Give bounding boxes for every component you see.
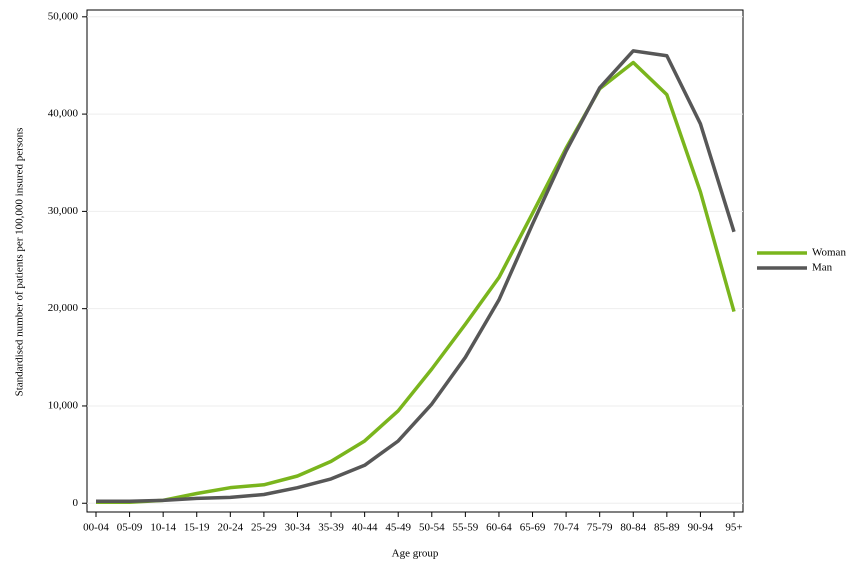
x-tick-label: 75-79 [587,522,613,534]
x-tick-label: 30-34 [285,522,311,534]
x-tick-label: 25-29 [251,522,277,534]
x-tick-label: 45-49 [385,522,411,534]
x-tick-label: 00-04 [83,522,109,534]
y-tick-label: 0 [73,497,79,509]
x-tick-label: 60-64 [486,522,512,534]
x-tick-label: 10-14 [150,522,176,534]
x-tick-label: 90-94 [688,522,714,534]
x-tick-label: 35-39 [318,522,344,534]
y-tick-label: 30,000 [48,205,79,217]
y-tick-label: 40,000 [48,108,79,120]
x-tick-label: 40-44 [352,522,378,534]
x-tick-label: 15-19 [184,522,210,534]
x-tick-label: 95+ [725,522,742,534]
x-tick-label: 05-09 [117,522,143,534]
y-tick-label: 10,000 [48,399,79,411]
line-series [96,49,736,504]
legend-label: Woman [812,247,846,259]
line-series [96,60,736,505]
x-tick-label: 80-84 [620,522,646,534]
x-tick-label: 50-54 [419,522,445,534]
x-tick-label: 55-59 [453,522,479,534]
plot-frame [86,9,744,513]
x-tick-label: 20-24 [217,522,243,534]
x-tick-label: 85-89 [654,522,680,534]
y-tick-label: 50,000 [48,10,79,22]
x-tick-label: 65-69 [520,522,546,534]
x-tick-label: 70-74 [553,522,579,534]
legend-label: Man [812,262,833,274]
y-tick-label: 20,000 [48,302,79,314]
y-axis-label: Standardised number of patients per 100,… [14,128,26,397]
x-axis-label: Age group [392,548,439,560]
